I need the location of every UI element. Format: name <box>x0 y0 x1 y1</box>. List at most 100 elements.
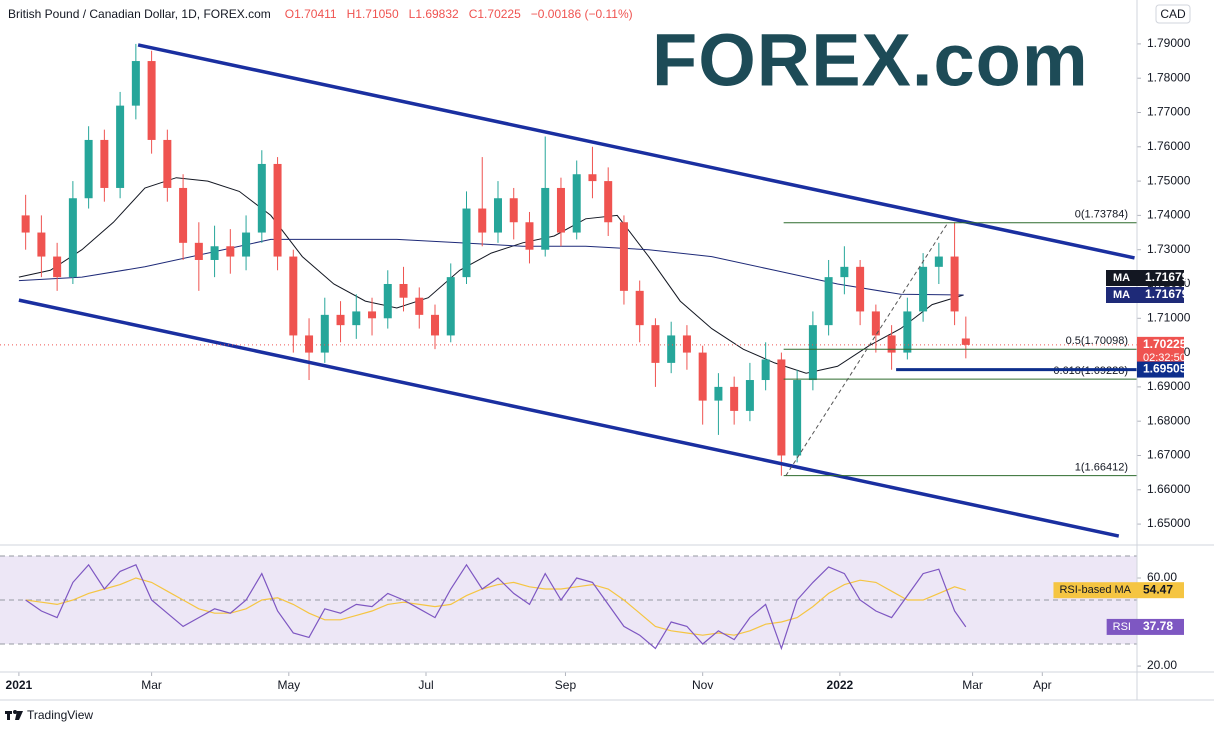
candle-body <box>493 198 502 233</box>
candle-body <box>37 232 46 257</box>
rsi-line <box>25 563 967 651</box>
candle-body <box>761 359 770 381</box>
rsi-label-value: 54.47 <box>1143 582 1173 596</box>
candle-body <box>745 380 754 411</box>
y-tick-label: 1.69000 <box>1147 379 1191 393</box>
price-countdown: 02:32:50 <box>1143 352 1186 364</box>
candle-body <box>21 215 30 233</box>
quote-value: −0.00186 (−0.11%) <box>531 7 633 21</box>
candle-body <box>289 256 298 336</box>
candle-body <box>714 386 723 401</box>
x-tick-label: May <box>277 678 300 692</box>
support-label-value: 1.69505 <box>1143 362 1187 376</box>
candle-body <box>840 266 849 278</box>
y-tick-label: 20.00 <box>1147 658 1177 672</box>
candle-body <box>556 187 565 233</box>
currency: CAD <box>1160 7 1186 21</box>
candle-body <box>950 256 959 312</box>
candle-body <box>462 208 471 278</box>
tradingview-icon <box>5 710 23 720</box>
rsi-label-name: RSI <box>1113 621 1131 633</box>
x-tick-label: Nov <box>692 678 713 692</box>
chart-title: British Pound / Canadian Dollar, 1D, FOR… <box>8 7 271 21</box>
candle-body <box>525 222 534 250</box>
candle-body <box>887 335 896 353</box>
moving-average-line <box>18 177 964 374</box>
background-layer <box>0 555 1137 645</box>
currency-box <box>1155 4 1191 24</box>
candle-body <box>147 61 156 140</box>
y-tick-label: 1.77000 <box>1147 105 1191 119</box>
y-tick-label: 1.78000 <box>1147 70 1191 84</box>
ma-label-box <box>1106 269 1184 286</box>
x-tick-label: Mar <box>141 678 162 692</box>
candle-body <box>53 256 62 278</box>
candle-body <box>919 266 928 312</box>
candle-body <box>698 352 707 401</box>
y-tick-label: 1.65000 <box>1147 516 1191 530</box>
price-label-value: 1.70225 <box>1143 337 1187 351</box>
candle-body <box>903 311 912 353</box>
rsi-value-box <box>1137 582 1184 599</box>
ma-label-name: MA <box>1113 272 1130 284</box>
candle-body <box>604 181 613 223</box>
candle-body <box>415 297 424 315</box>
x-tick-label: 2022 <box>827 678 854 692</box>
fib-level-label: 1(1.66412) <box>1075 462 1128 474</box>
candle-body <box>100 139 109 188</box>
candle-body <box>131 61 140 106</box>
candle-body <box>635 290 644 326</box>
price-label-box <box>1137 336 1184 365</box>
candle-body <box>368 311 377 319</box>
rsi-label-name: RSI-based MA <box>1059 584 1131 596</box>
x-tick-label: 2021 <box>6 678 33 692</box>
rsi-label-box <box>1053 582 1137 599</box>
footer-brand: TradingView <box>27 708 93 722</box>
candle-body <box>242 232 251 257</box>
support-label-box <box>1137 361 1184 378</box>
x-tick-label: Jul <box>418 678 433 692</box>
rsi-value-box <box>1137 618 1184 635</box>
candle-body <box>651 325 660 363</box>
candle-body <box>961 338 970 345</box>
y-tick-label: 1.66000 <box>1147 482 1191 496</box>
candle-body <box>257 163 266 233</box>
ma-label-box <box>1106 286 1184 303</box>
candle-body <box>431 314 440 336</box>
candle-body <box>352 311 361 326</box>
ma-label-name: MA <box>1113 289 1130 301</box>
fib-level-label: 0(1.73784) <box>1075 209 1128 221</box>
y-tick-label: 60.00 <box>1147 570 1177 584</box>
candle-body <box>305 335 314 353</box>
candle-body <box>320 314 329 353</box>
candle-body <box>793 380 802 456</box>
candle-body <box>194 242 203 260</box>
rsi-label-box <box>1106 618 1137 635</box>
plot-layer: 1.650001.660001.670001.680001.690001.700… <box>0 36 1191 692</box>
candle-body <box>509 198 518 223</box>
y-tick-label: 1.75000 <box>1147 173 1191 187</box>
candle-body <box>934 256 943 267</box>
fib-level-label: 0.5(1.70098) <box>1066 335 1128 347</box>
y-tick-label: 1.76000 <box>1147 139 1191 153</box>
candle-body <box>856 266 865 312</box>
quote-value: O1.70411 <box>285 7 337 21</box>
candle-body <box>163 139 172 188</box>
y-tick-label: 1.71000 <box>1147 310 1191 324</box>
candle-body <box>667 335 676 363</box>
candle-body <box>777 359 786 456</box>
y-tick-label: 1.68000 <box>1147 413 1191 427</box>
rsi-label-value: 37.78 <box>1143 619 1173 633</box>
y-tick-label: 1.74000 <box>1147 208 1191 222</box>
ma-label-value: 1.71679 <box>1145 287 1189 301</box>
logo: FOREX.com <box>652 19 1089 102</box>
candle-body <box>210 246 219 260</box>
candle-body <box>478 208 487 233</box>
candle-body <box>682 335 691 353</box>
quote-value: L1.69832 <box>409 7 459 21</box>
candle-body <box>68 198 77 278</box>
quote-value: C1.70225 <box>469 7 521 21</box>
candle-body <box>619 222 628 291</box>
candle-body <box>116 105 125 188</box>
